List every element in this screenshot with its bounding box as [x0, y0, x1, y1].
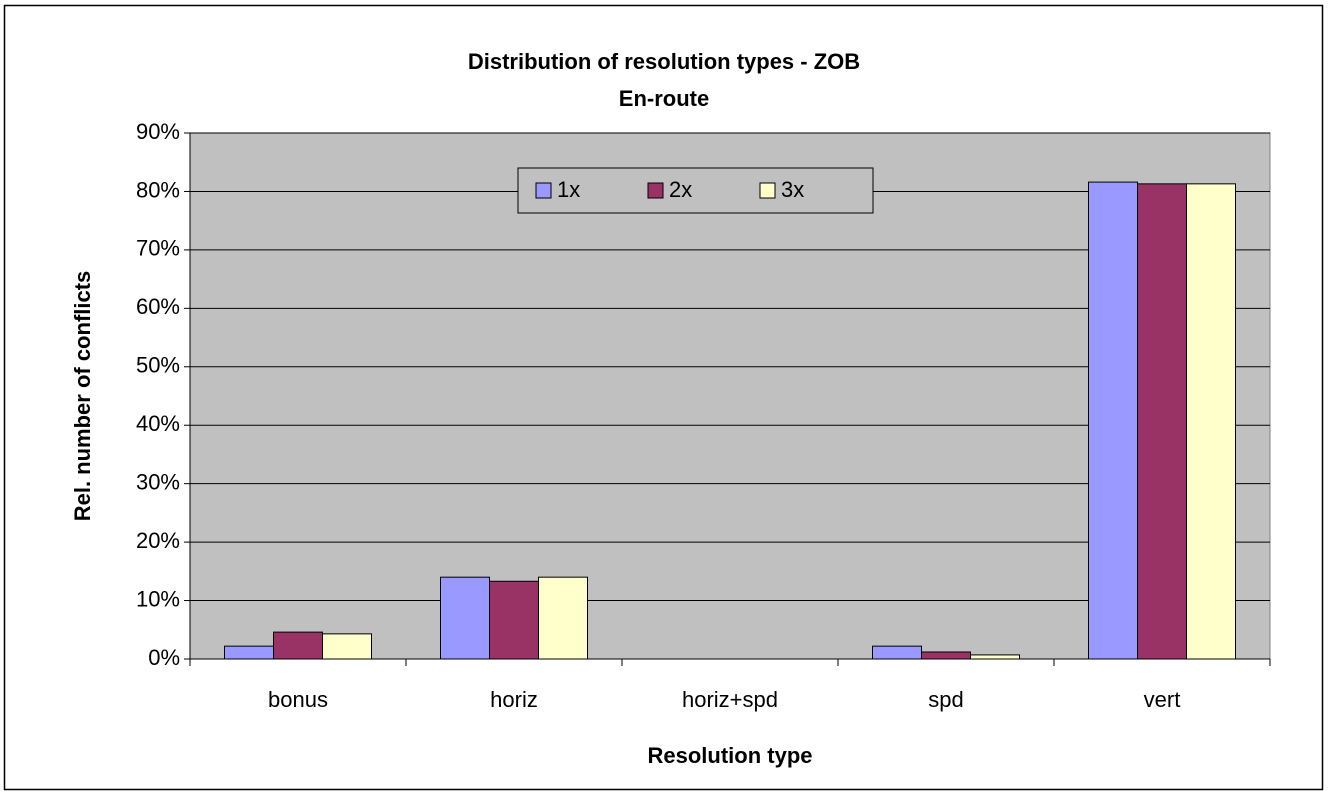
bar — [1137, 183, 1187, 660]
y-tick-label: 10% — [136, 586, 180, 611]
legend-label: 2x — [669, 177, 692, 202]
y-axis-label: Rel. number of conflicts — [70, 271, 95, 522]
chart-title: Distribution of resolution types - ZOB — [468, 49, 860, 74]
x-tick-label: bonus — [268, 687, 328, 712]
x-tick-label: spd — [928, 687, 963, 712]
bar — [970, 654, 1020, 660]
bar — [322, 633, 372, 660]
y-tick-label: 40% — [136, 411, 180, 436]
x-tick-label: vert — [1144, 687, 1181, 712]
bar — [224, 645, 274, 660]
legend-label: 1x — [557, 177, 580, 202]
y-tick-label: 30% — [136, 469, 180, 494]
y-tick-label: 90% — [136, 119, 180, 144]
legend-swatch — [647, 182, 664, 199]
y-tick-label: 20% — [136, 528, 180, 553]
x-axis-label: Resolution type — [647, 743, 812, 768]
y-tick-label: 80% — [136, 177, 180, 202]
y-tick-label: 0% — [148, 645, 180, 670]
y-tick-label: 70% — [136, 236, 180, 261]
legend-swatch — [535, 182, 552, 199]
x-tick-label: horiz — [490, 687, 538, 712]
bar — [921, 651, 971, 660]
bar — [489, 580, 539, 660]
y-tick-label: 50% — [136, 353, 180, 378]
bar — [1186, 183, 1236, 660]
chart-subtitle: En-route — [619, 86, 709, 111]
x-tick-label: horiz+spd — [682, 687, 778, 712]
bar — [440, 576, 490, 660]
bar — [1088, 181, 1138, 660]
legend-swatch — [759, 182, 776, 199]
legend-label: 3x — [781, 177, 804, 202]
y-tick-label: 60% — [136, 294, 180, 319]
bar — [538, 576, 588, 660]
bar — [872, 645, 922, 660]
bar — [273, 631, 323, 660]
legend-box — [517, 167, 874, 214]
